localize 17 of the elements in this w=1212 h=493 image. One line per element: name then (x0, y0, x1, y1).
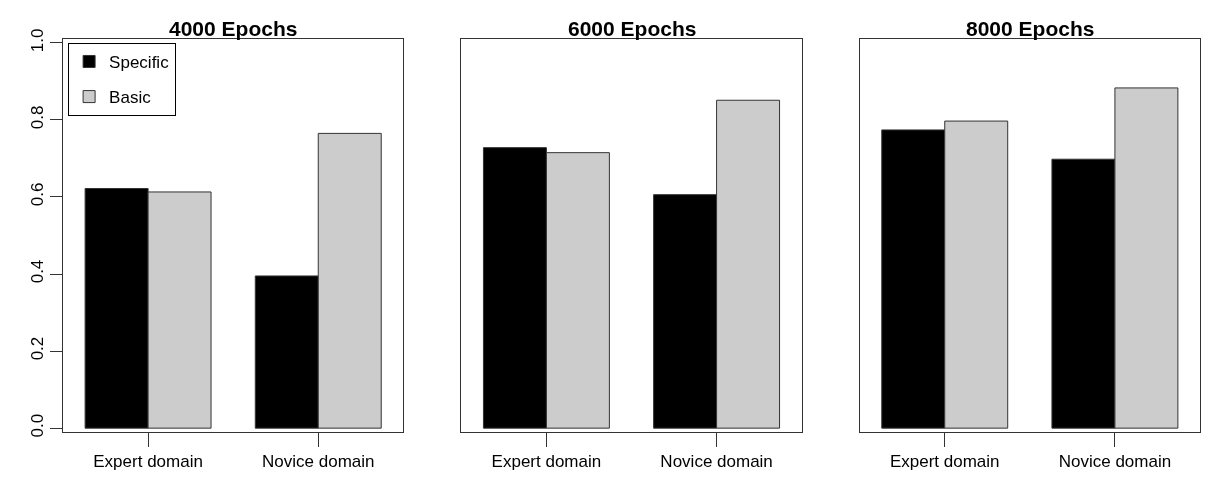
legend-label: Specific (109, 53, 170, 73)
chart-title: 6000 Epochs (568, 17, 697, 40)
y-tick-label: 0.6 (28, 182, 48, 207)
y-tick-label: 0.8 (28, 105, 48, 130)
x-tick-label: Expert domain (889, 452, 1000, 472)
x-tick-label: Expert domain (491, 452, 602, 472)
x-tick-label: Expert domain (93, 452, 203, 472)
x-tick-label: Novice domain (262, 452, 375, 472)
y-tick-label: 0.0 (28, 413, 48, 438)
legend-label: Basic (109, 88, 152, 108)
y-tick-label: 1.0 (28, 28, 48, 53)
x-tick-label: Novice domain (1058, 452, 1172, 472)
y-tick-label: 0.2 (28, 336, 48, 361)
y-tick-label: 0.4 (28, 259, 48, 284)
x-tick-label: Novice domain (660, 452, 773, 472)
chart-title: 8000 Epochs (966, 17, 1095, 40)
chart-title: 4000 Epochs (169, 17, 298, 40)
